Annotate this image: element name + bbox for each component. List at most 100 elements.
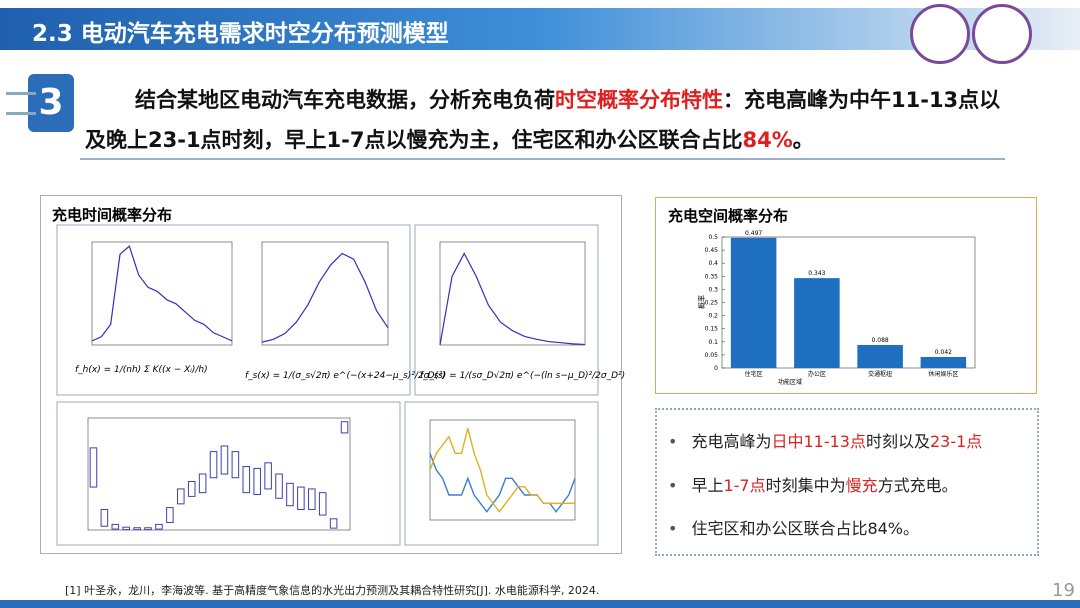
text-run: 1-7点	[723, 476, 766, 495]
text-run: 84%	[742, 128, 793, 152]
density-curve	[261, 252, 389, 343]
box	[220, 445, 229, 475]
text-run: 。	[792, 128, 814, 152]
box	[155, 523, 163, 530]
box	[253, 467, 261, 496]
box	[329, 518, 338, 529]
box	[209, 451, 218, 479]
value-label: 0.497	[745, 230, 762, 237]
density-curve	[91, 245, 233, 342]
line-series	[429, 453, 576, 513]
formula: f_h(x) = 1/(nh) Σ K((x − Xᵢ)/h)	[75, 365, 208, 375]
box	[198, 473, 207, 494]
x-tick-label: 交通枢纽	[868, 370, 892, 378]
y-tick-label: 0.4	[708, 260, 718, 267]
sub-panel	[414, 224, 599, 396]
box	[89, 447, 98, 488]
text-run: 日中11-13点	[771, 432, 866, 451]
x-axis-label: 功能区域	[778, 378, 802, 386]
y-tick-label: 0.2	[708, 313, 718, 320]
value-label: 0.343	[808, 270, 825, 277]
y-tick-label: 0.3	[708, 286, 718, 293]
density-curve	[439, 252, 586, 346]
bullet: • 住宅区和办公区联合占比84%。	[668, 515, 919, 539]
panel-title: 充电时间概率分布	[52, 206, 173, 224]
bar	[920, 356, 967, 368]
divider	[80, 158, 1005, 160]
footer-bar	[0, 600, 1080, 608]
value-label: 0.042	[935, 349, 952, 356]
header-bar	[0, 8, 1080, 50]
plot-frame	[91, 241, 233, 346]
box	[144, 527, 152, 531]
plot-frame	[439, 241, 586, 346]
bullet-dot: •	[668, 432, 678, 451]
y-tick-label: 0.5	[708, 234, 718, 241]
text-run: 慢充	[845, 476, 878, 495]
x-tick-label: 住宅区	[745, 370, 763, 378]
box	[308, 488, 316, 510]
box	[264, 462, 272, 490]
text-run: 结合某地区电动汽车充电数据，分析充电负荷	[135, 88, 555, 112]
space-panel	[655, 197, 1037, 394]
text-run: 充电高峰为	[691, 432, 772, 451]
sub-panel	[56, 224, 411, 396]
page-number: 19	[1052, 580, 1075, 601]
y-tick-label: 0.15	[705, 326, 719, 333]
box	[122, 526, 130, 531]
box	[133, 527, 141, 531]
formula: f_D(s) = 1/(sσ_D√2π) e^(−(ln s−μ_D)²/2σ_…	[420, 370, 625, 381]
bar	[730, 237, 777, 368]
box	[111, 523, 120, 530]
bullet: • 早上1-7点时刻集中为慢充方式充电。	[668, 472, 958, 496]
bullet-dot: •	[668, 519, 678, 538]
box	[231, 451, 240, 479]
line-series	[429, 428, 575, 513]
box	[275, 473, 283, 499]
text-run: 23-1点	[929, 432, 983, 451]
plot-frame	[261, 241, 389, 346]
text-run: 住宅区和办公区联合占比84%。	[691, 519, 920, 538]
logo	[972, 4, 1032, 64]
bullet-box	[655, 408, 1039, 556]
bar	[794, 278, 840, 368]
sub-panel	[404, 401, 599, 546]
sub-panel	[56, 401, 401, 546]
header-title: 2.3 电动汽车充电需求时空分布预测模型	[32, 21, 449, 47]
box	[177, 488, 185, 505]
box	[318, 492, 327, 516]
y-tick-label: 0.45	[705, 247, 719, 254]
text-run: 时刻以及	[865, 432, 930, 451]
box	[166, 507, 174, 524]
text-run: 时刻集中为	[765, 476, 846, 495]
value-label: 0.088	[872, 337, 889, 344]
y-axis-label: 概率	[697, 295, 706, 309]
logo	[910, 4, 970, 64]
panel-title: 充电空间概率分布	[668, 207, 789, 225]
box	[340, 421, 349, 434]
bullet: • 充电高峰为日中11-13点时刻以及23-1点	[668, 428, 982, 452]
icon-line	[6, 112, 36, 115]
y-tick-label: 0.1	[708, 339, 718, 346]
time-panel	[40, 195, 622, 554]
bar	[857, 344, 903, 368]
box	[100, 508, 109, 527]
box	[187, 480, 196, 497]
plot-frame	[429, 419, 576, 521]
text-run: 早上	[691, 476, 724, 495]
reference: [1] 叶圣永，龙川，李海波等. 基于高精度气象信息的水光出力预测及其耦合特性研…	[65, 584, 600, 597]
y-tick-label: 0	[714, 365, 718, 372]
text-run: 方式充电。	[877, 476, 958, 495]
box	[242, 466, 251, 494]
icon-line	[6, 92, 36, 95]
formula: f_s(x) = 1/(σ_s√2π) e^(−(x+24−μ_s)²/2σ_s…	[245, 370, 446, 381]
text-run: 时空概率分布特性	[555, 88, 723, 112]
plot-frame	[87, 417, 351, 531]
bullet-dot: •	[668, 476, 678, 495]
x-tick-label: 休闲娱乐区	[928, 370, 958, 378]
text-run: ：充电高峰为中午11-13点以及晚上23-1点时刻，早上1-7点以慢充为主，住宅…	[85, 88, 1001, 152]
intro-text: 结合某地区电动汽车充电数据，分析充电负荷时空概率分布特性：充电高峰为中午11-1…	[85, 80, 1005, 160]
box	[297, 486, 305, 510]
